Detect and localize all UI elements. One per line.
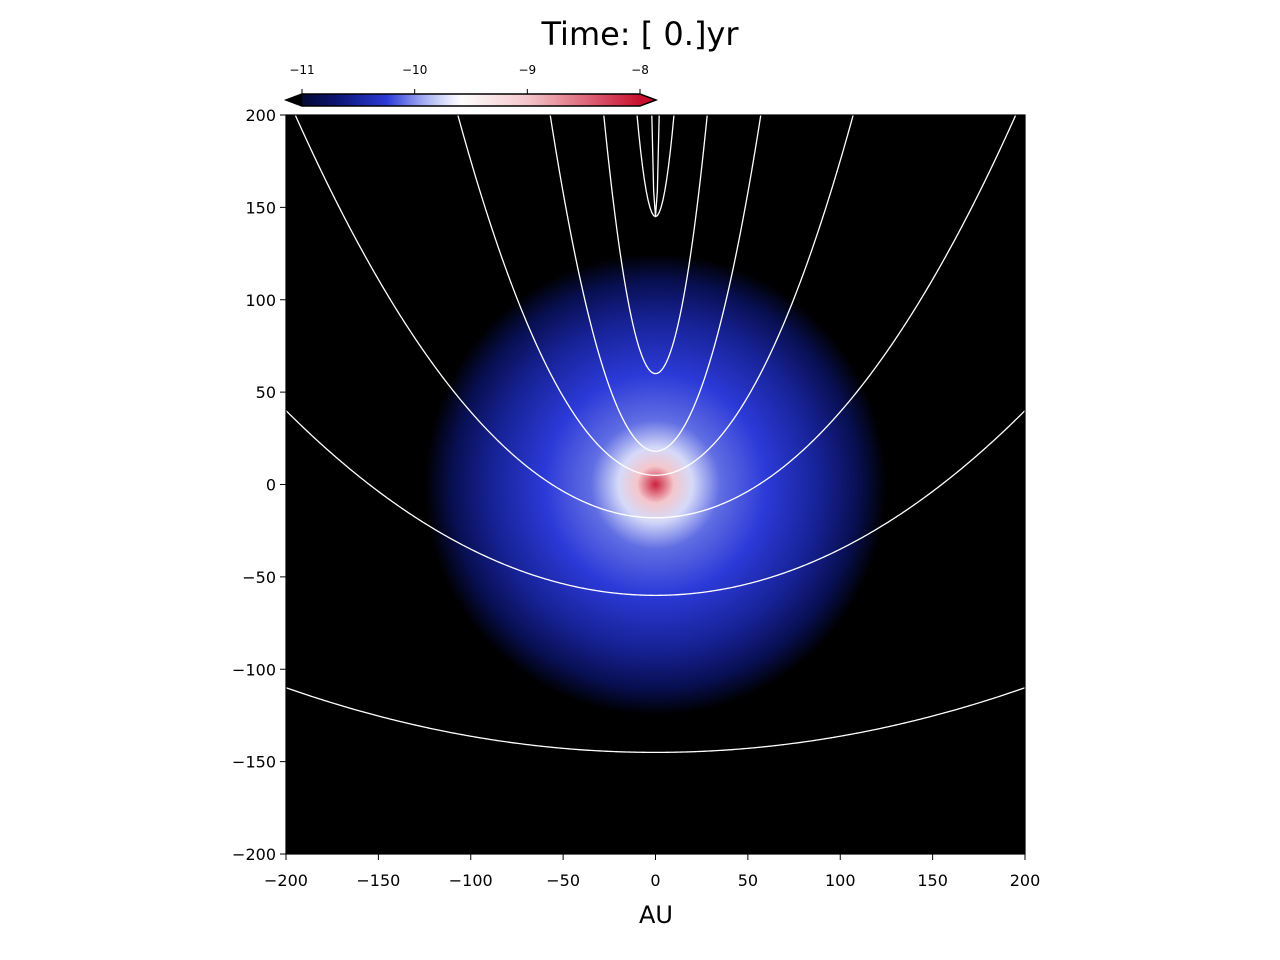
contour-line <box>603 115 708 375</box>
colorbar-tick-label: −11 <box>289 63 314 77</box>
y-tick-label: 0 <box>266 476 276 495</box>
x-tick-label: −100 <box>449 871 493 890</box>
contour-line <box>294 115 1017 519</box>
colorbar-lower-extension <box>286 94 302 106</box>
x-tick-label: 50 <box>738 871 758 890</box>
y-tick-label: 150 <box>245 198 276 217</box>
colorbar-gradient <box>302 94 640 106</box>
x-tick-label: 0 <box>650 871 660 890</box>
x-tick-label: 150 <box>917 871 948 890</box>
y-tick-label: −150 <box>232 753 276 772</box>
colorbar-upper-extension <box>640 94 656 106</box>
colorbar-tick-label: −8 <box>631 63 649 77</box>
x-axis: −200 −150 −100 −50 0 50 100 150 200 <box>264 854 1040 890</box>
y-axis: −200 −150 −100 −50 0 50 100 150 200 <box>232 106 286 864</box>
contour-line <box>286 410 1025 596</box>
chart-title: Time: [ 0.]yr <box>540 15 739 53</box>
x-tick-label: −50 <box>546 871 580 890</box>
y-tick-label: −200 <box>232 845 276 864</box>
contour-lines <box>286 115 1025 754</box>
colorbar-ticks: −11 −10 −9 −8 <box>289 63 649 94</box>
x-tick-label: 200 <box>1010 871 1041 890</box>
contour-line <box>457 115 854 476</box>
x-tick-label: −200 <box>264 871 308 890</box>
colorbar: −11 −10 −9 −8 <box>283 63 659 107</box>
y-tick-label: −50 <box>242 568 276 587</box>
plot-area <box>286 115 1025 854</box>
y-tick-label: 50 <box>256 383 276 402</box>
x-axis-label: AU <box>639 901 673 929</box>
density-field <box>424 253 887 716</box>
colorbar-tick-label: −9 <box>518 63 536 77</box>
plot-frame <box>285 114 1026 855</box>
y-tick-label: 100 <box>245 291 276 310</box>
x-tick-label: −150 <box>356 871 400 890</box>
colorbar-tick-label: −10 <box>402 63 427 77</box>
contour-line <box>651 115 660 217</box>
y-tick-label: −100 <box>232 660 276 679</box>
y-tick-label: 200 <box>245 106 276 125</box>
x-tick-label: 100 <box>825 871 856 890</box>
contour-line <box>286 687 1025 754</box>
contour-line <box>549 115 762 452</box>
